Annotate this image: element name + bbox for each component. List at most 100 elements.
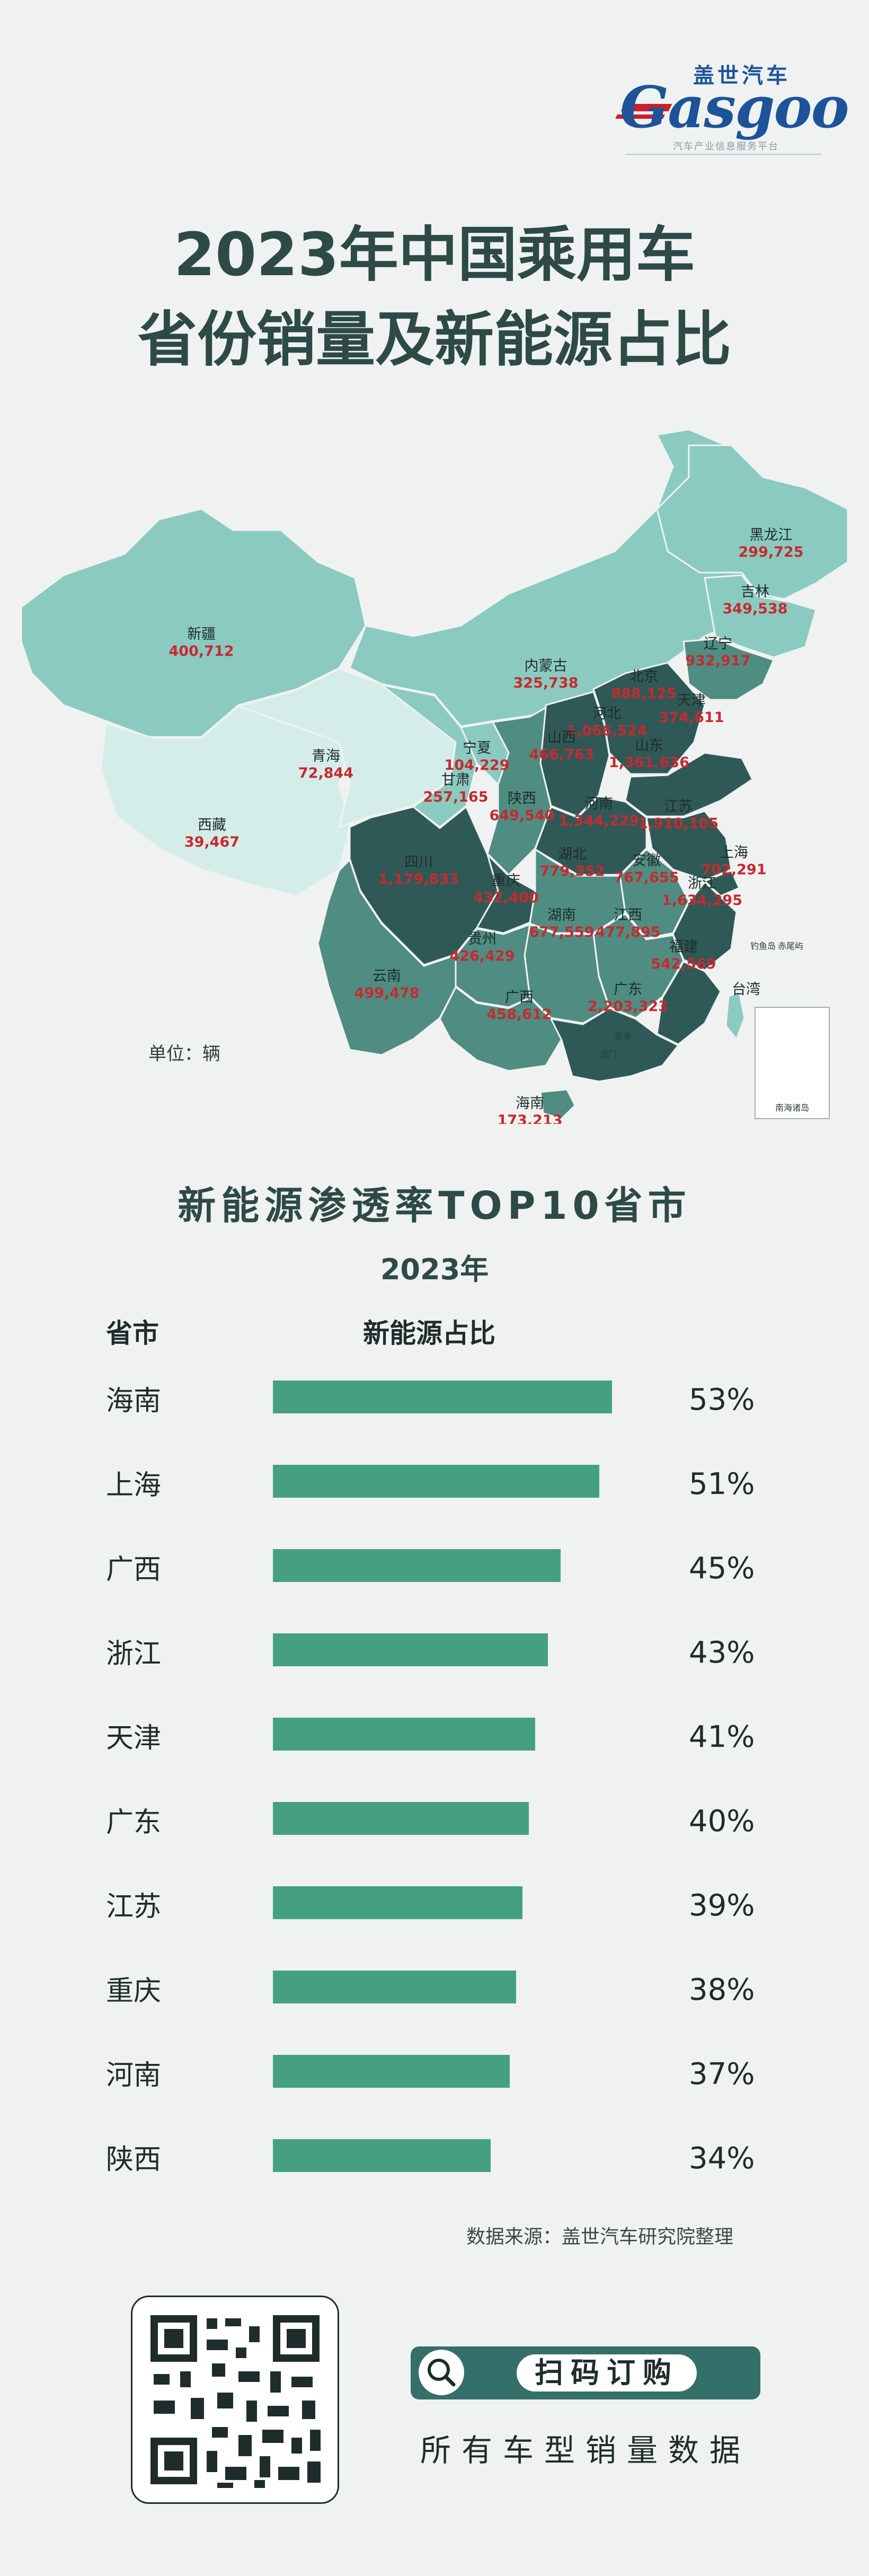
logo-divider (625, 154, 821, 155)
province-sales-value: 104,229 (445, 757, 510, 773)
map-region-shandong (624, 752, 753, 817)
map-region-zhejiang (672, 881, 738, 971)
province-name: 吉林 (741, 584, 769, 600)
province-name: 西藏 (198, 817, 226, 833)
bar (273, 1886, 522, 1919)
province-name: 浙江 (688, 875, 716, 892)
province-sales-value: 649,540 (490, 807, 555, 824)
province-name: 陕西 (508, 790, 536, 807)
province-name: 江苏 (664, 798, 693, 815)
province-sales-value: 779,352 (540, 863, 605, 880)
province-sales-value: 1,066,524 (566, 723, 647, 739)
bar-value-label: 53% (689, 1383, 755, 1417)
province-name: 北京 (629, 669, 658, 685)
province-sales-value: 349,538 (723, 601, 788, 617)
bar-value-label: 43% (689, 1636, 755, 1670)
province-name: 上海 (720, 845, 748, 861)
south-china-sea-label: 南海诸岛 (775, 1103, 809, 1113)
province-sales-value: 888,125 (611, 685, 677, 702)
map-region-hubei (529, 848, 626, 934)
province-name: 黑龙江 (750, 527, 793, 543)
map-region-jiangsu (645, 810, 732, 881)
map-region-taiwan (725, 990, 746, 1041)
province-name: 新疆 (187, 626, 216, 643)
province-sales-value: 1,179,833 (378, 871, 459, 887)
province-name: 青海 (312, 748, 340, 764)
bar-category-label: 陕西 (106, 2144, 162, 2176)
map-region-heilongjiang (656, 444, 849, 600)
province-sales-value: 477,895 (596, 924, 661, 940)
bar (273, 2139, 491, 2172)
province-name: 福建 (669, 939, 698, 955)
bar-value-label: 41% (689, 1720, 755, 1754)
search-icon-circle (419, 2350, 464, 2395)
map-region-liaoning (682, 638, 775, 701)
bar-category-label: 上海 (106, 1470, 162, 1501)
page-title-line1: 2023年中国乘用车 (174, 221, 695, 289)
province-sales-value: 257,165 (423, 789, 489, 805)
cta-tagline: 所有车型销量数据 (420, 2432, 751, 2468)
brand-tagline: 汽车产业信息服务平台 (673, 141, 779, 152)
map-region-guizhou (455, 923, 531, 1008)
bar (273, 1802, 529, 1835)
province-name: 山东 (635, 737, 663, 754)
province-name: 河南 (584, 796, 613, 812)
province-sales-value: 173,213 (498, 1112, 563, 1124)
bar-category-label: 天津 (106, 1722, 162, 1754)
province-sales-value: 1,634,295 (662, 892, 742, 909)
province-name: 甘肃 (441, 772, 470, 788)
map-region-guangxi (439, 986, 563, 1072)
map-place-label: 香港 (614, 1031, 631, 1041)
map-region-shaanxi (486, 706, 552, 876)
province-name: 辽宁 (704, 636, 732, 652)
province-sales-value: 374,611 (659, 709, 724, 726)
data-source: 数据来源：盖世汽车研究院整理 (466, 2226, 734, 2248)
map-unit-label: 单位：辆 (148, 1043, 220, 1065)
column-header-province: 省市 (106, 1318, 159, 1349)
bar-category-label: 河南 (106, 2060, 162, 2091)
province-name: 云南 (373, 968, 401, 984)
bar-value-label: 38% (689, 1973, 755, 2007)
map-region-hainan (539, 1088, 576, 1120)
search-icon (428, 2359, 456, 2387)
province-sales-value: 466,763 (529, 746, 595, 763)
province-name: 广东 (614, 981, 642, 998)
province-sales-value: 1,344,229 (558, 813, 639, 829)
bar-value-label: 39% (689, 1888, 755, 1923)
province-sales-value: 702,291 (702, 861, 767, 878)
map-place-label: 澳门 (600, 1050, 617, 1060)
province-sales-value: 1,361,636 (609, 754, 689, 771)
map-region-jilin (704, 574, 817, 658)
province-name: 重庆 (492, 873, 520, 889)
bar-category-label: 海南 (106, 1385, 162, 1417)
province-sales-value: 1,910,105 (638, 815, 719, 832)
province-name: 台湾 (732, 981, 760, 998)
province-sales-value: 426,429 (450, 948, 515, 964)
map-region-guangdong (549, 1007, 680, 1083)
province-name: 山西 (547, 729, 576, 746)
province-sales-value: 72,844 (298, 765, 353, 781)
province-sales-value: 325,738 (513, 675, 579, 691)
province-sales-value: 458,612 (487, 1006, 552, 1023)
map-region-chongqing (475, 854, 536, 934)
bar-value-label: 51% (689, 1467, 755, 1501)
province-sales-value: 677,559 (529, 924, 595, 940)
province-name: 宁夏 (463, 740, 491, 757)
province-name: 天津 (677, 692, 706, 709)
bar-category-label: 江苏 (106, 1891, 162, 1923)
province-sales-value: 767,655 (614, 869, 679, 886)
bar (273, 1971, 516, 2003)
qr-code-pattern (150, 2315, 321, 2488)
province-sales-value: 39,467 (184, 834, 240, 850)
bar (273, 2055, 510, 2088)
province-name: 湖南 (547, 907, 576, 924)
map-place-label: 钓鱼岛 (750, 941, 776, 951)
scan-order-label[interactable]: 扫码订购 (517, 2354, 697, 2392)
bar (273, 1465, 599, 1498)
province-sales-value: 400,712 (169, 643, 234, 660)
column-header-share: 新能源占比 (363, 1318, 495, 1349)
bar (273, 1633, 548, 1666)
bar-category-label: 广西 (106, 1554, 162, 1586)
south-china-sea-inset (755, 1007, 830, 1119)
